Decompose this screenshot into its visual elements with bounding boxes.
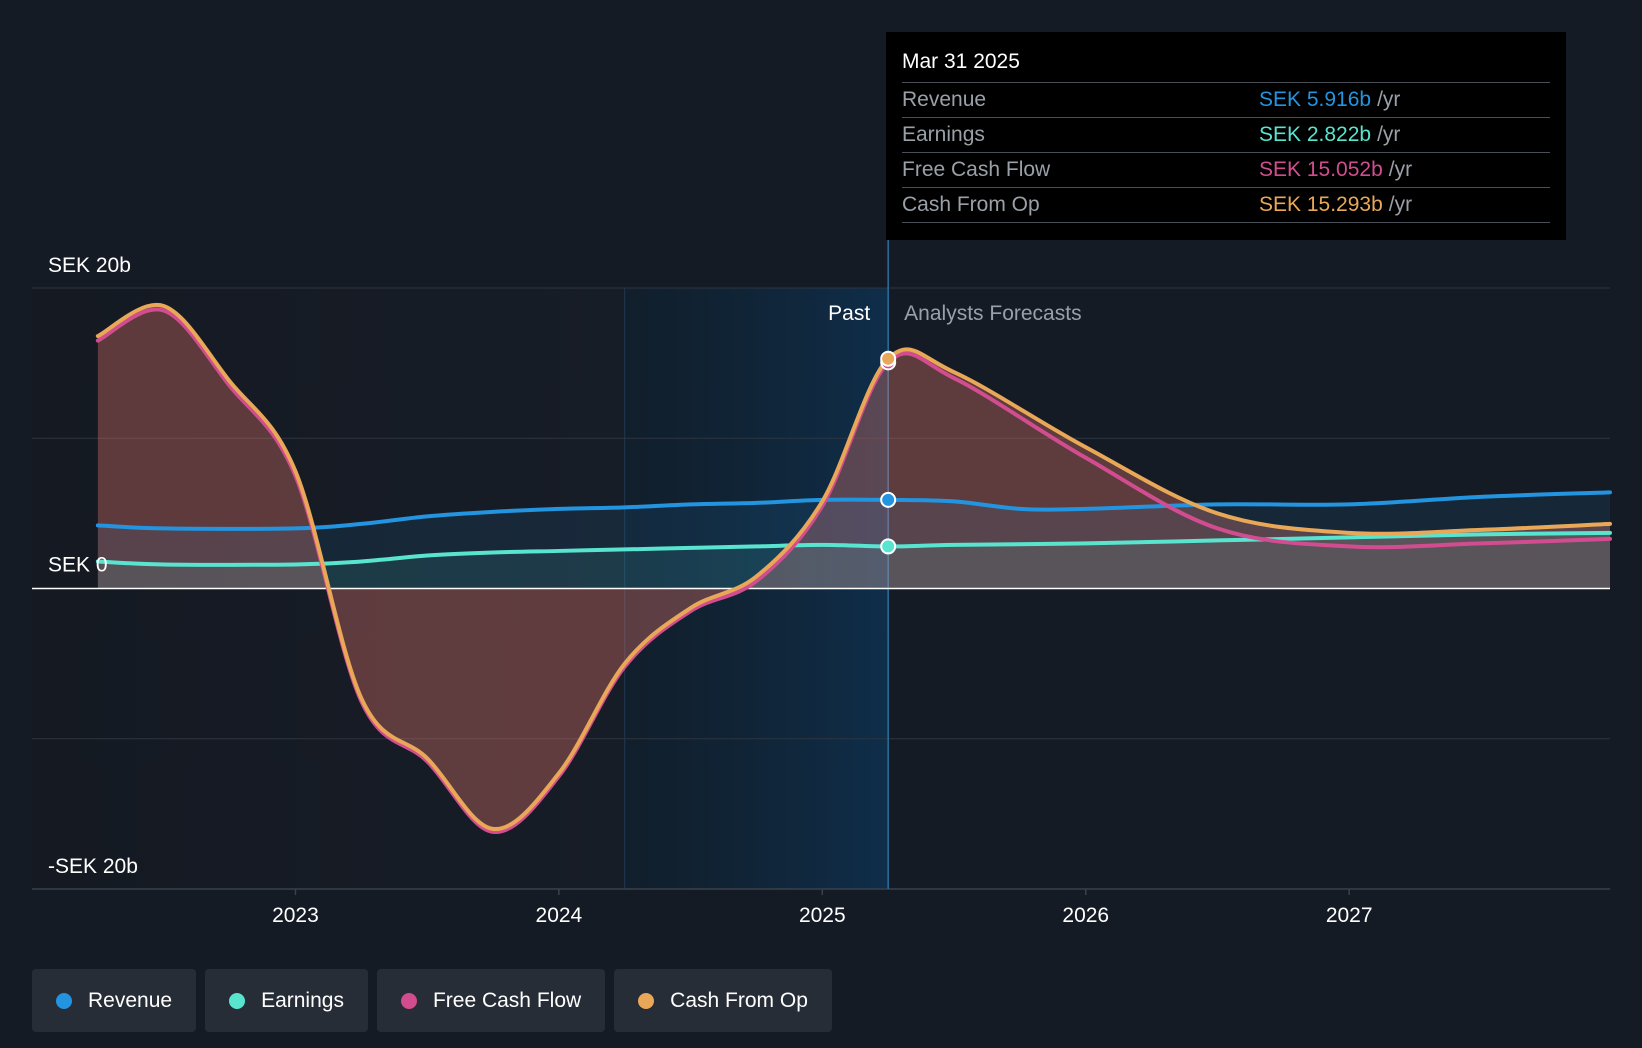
tooltip-date: Mar 31 2025 [902, 46, 1550, 83]
tooltip-label: Cash From Op [902, 193, 1040, 216]
x-tick-label: 2026 [1062, 904, 1109, 927]
past-label: Past [828, 302, 870, 325]
tooltip-label: Revenue [902, 88, 987, 111]
x-tick-label: 2027 [1326, 904, 1373, 927]
forecast-label: Analysts Forecasts [904, 302, 1081, 325]
tooltip-value: SEK 15.293b [1259, 193, 1383, 216]
y-tick-label: SEK 20b [48, 254, 131, 277]
legend-label: Earnings [261, 988, 344, 1012]
tooltip-row-free-cash-flow: Free Cash Flow SEK 15.052b /yr [902, 153, 1550, 188]
legend-dot-icon [56, 992, 72, 1009]
chart-legend: Revenue Earnings Free Cash Flow Cash Fro… [32, 969, 832, 1032]
marker-revenue [880, 491, 897, 508]
legend-label: Cash From Op [670, 988, 808, 1012]
tooltip-row-cash-from-op: Cash From Op SEK 15.293b /yr [902, 188, 1550, 223]
x-tick-label: 2024 [536, 904, 583, 927]
legend-item-revenue[interactable]: Revenue [32, 969, 197, 1032]
area-fill-cash-from-op [97, 304, 1611, 830]
tooltip-value: SEK 15.052b [1259, 158, 1383, 181]
tooltip-unit: /yr [1388, 158, 1413, 181]
x-tick-label: 2023 [272, 904, 319, 927]
tooltip-row-revenue: Revenue SEK 5.916b /yr [902, 83, 1550, 118]
legend-label: Free Cash Flow [432, 988, 582, 1012]
marker-cash-from-op [880, 350, 897, 367]
area-fill-earnings [97, 532, 1611, 589]
legend-dot-icon [400, 992, 417, 1009]
tooltip-label: Free Cash Flow [902, 158, 1051, 181]
y-tick-label: -SEK 20b [48, 855, 138, 878]
legend-dot-icon [638, 992, 655, 1009]
series-line-earnings [95, 530, 1612, 567]
x-tick-label: 2025 [799, 904, 846, 927]
legend-label: Revenue [88, 988, 173, 1012]
legend-item-free-cash-flow[interactable]: Free Cash Flow [376, 969, 606, 1032]
tooltip-label: Earnings [902, 123, 985, 146]
legend-dot-icon [229, 992, 246, 1009]
tooltip-row-earnings: Earnings SEK 2.822b /yr [902, 118, 1550, 153]
y-tick-label: SEK 0 [48, 554, 108, 577]
legend-item-cash-from-op[interactable]: Cash From Op [614, 969, 832, 1032]
marker-earnings [880, 538, 897, 555]
tooltip-unit: /yr [1377, 88, 1401, 111]
legend-item-earnings[interactable]: Earnings [205, 969, 368, 1032]
tooltip-value: SEK 5.916b [1259, 88, 1372, 111]
tooltip-value: SEK 2.822b [1259, 123, 1372, 146]
tooltip-unit: /yr [1377, 123, 1401, 146]
tooltip-unit: /yr [1388, 193, 1413, 216]
chart-svg: SEK 20b SEK 0 -SEK 20b Past Analysts Forecas… [32, 240, 1612, 927]
chart-tooltip: Mar 31 2025 Revenue SEK 5.916b /yr Earni… [886, 32, 1566, 240]
series-line-revenue [95, 490, 1612, 531]
series-line-cash-from-op [95, 302, 1612, 831]
